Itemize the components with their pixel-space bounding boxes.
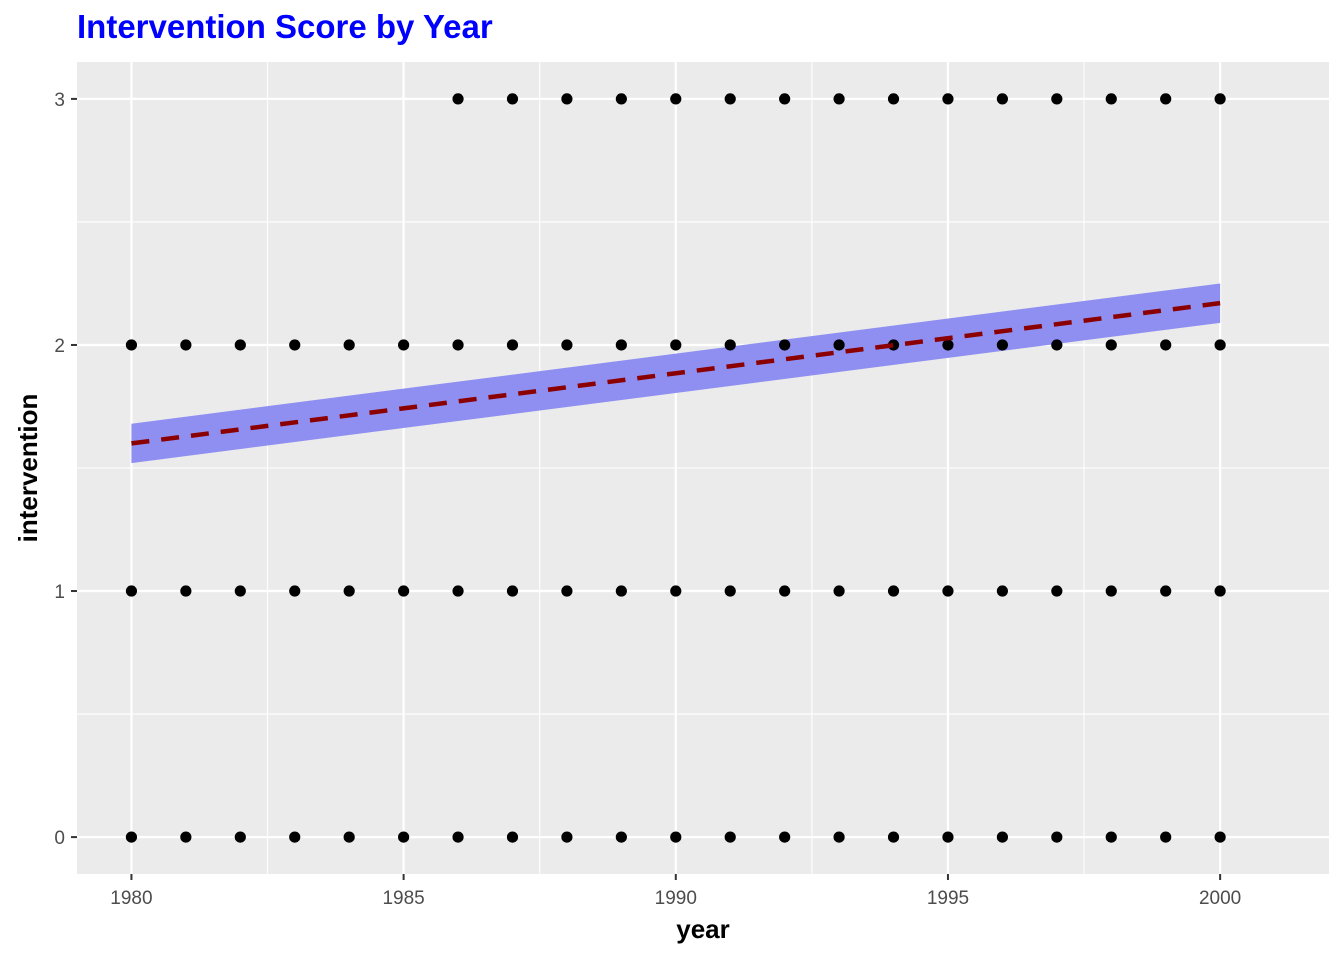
data-point bbox=[1105, 93, 1117, 105]
data-point bbox=[289, 831, 301, 843]
data-point bbox=[887, 585, 900, 597]
data-point bbox=[1160, 585, 1172, 597]
data-point bbox=[398, 831, 410, 843]
y-tick-label: 2 bbox=[54, 336, 65, 357]
data-point bbox=[942, 93, 954, 105]
data-point bbox=[234, 585, 246, 597]
data-point bbox=[833, 831, 845, 843]
data-point bbox=[724, 339, 736, 351]
data-point bbox=[1051, 831, 1063, 843]
data-point bbox=[670, 585, 682, 597]
data-point bbox=[398, 339, 410, 351]
data-point bbox=[125, 585, 138, 597]
data-point bbox=[724, 831, 736, 843]
data-point bbox=[180, 831, 192, 843]
data-point bbox=[1214, 585, 1226, 597]
data-point bbox=[343, 585, 355, 597]
data-point bbox=[506, 339, 519, 351]
chart-title: Intervention Score by Year bbox=[77, 8, 493, 45]
data-point bbox=[1051, 93, 1063, 105]
data-point bbox=[1051, 585, 1063, 597]
data-point bbox=[996, 585, 1008, 597]
data-point bbox=[615, 93, 627, 105]
data-point bbox=[180, 339, 192, 351]
data-point bbox=[942, 339, 954, 351]
data-point bbox=[615, 831, 627, 843]
data-point bbox=[289, 585, 301, 597]
data-point bbox=[779, 585, 791, 597]
data-point bbox=[996, 93, 1008, 105]
x-axis-title: year bbox=[676, 914, 730, 944]
data-point bbox=[724, 585, 736, 597]
x-tick-label: 1980 bbox=[110, 888, 152, 909]
data-point bbox=[887, 93, 900, 105]
x-tick-label: 2000 bbox=[1199, 888, 1241, 909]
data-point bbox=[125, 339, 138, 351]
y-tick-label: 1 bbox=[54, 582, 65, 603]
data-point bbox=[724, 93, 736, 105]
data-point bbox=[1214, 93, 1226, 105]
y-axis-title: intervention bbox=[13, 394, 43, 543]
data-point bbox=[1160, 93, 1172, 105]
data-point bbox=[996, 831, 1008, 843]
data-point bbox=[1105, 831, 1117, 843]
data-point bbox=[234, 831, 246, 843]
data-point bbox=[452, 93, 464, 105]
data-point bbox=[615, 585, 627, 597]
data-point bbox=[289, 339, 301, 351]
data-point bbox=[125, 831, 138, 843]
data-point bbox=[561, 585, 573, 597]
data-point bbox=[506, 831, 519, 843]
data-point bbox=[833, 339, 845, 351]
data-point bbox=[506, 585, 519, 597]
data-point bbox=[779, 93, 791, 105]
x-tick-label: 1985 bbox=[382, 888, 424, 909]
data-point bbox=[887, 831, 900, 843]
x-tick-label: 1995 bbox=[927, 888, 969, 909]
data-point bbox=[1051, 339, 1063, 351]
data-point bbox=[996, 339, 1008, 351]
data-point bbox=[180, 585, 192, 597]
data-point bbox=[561, 93, 573, 105]
y-tick-label: 3 bbox=[54, 90, 65, 111]
data-point bbox=[670, 339, 682, 351]
x-tick-label: 1990 bbox=[655, 888, 697, 909]
data-point bbox=[398, 585, 410, 597]
data-point bbox=[833, 585, 845, 597]
data-point bbox=[452, 831, 464, 843]
data-point bbox=[615, 339, 627, 351]
data-point bbox=[942, 831, 954, 843]
data-point bbox=[1160, 339, 1172, 351]
y-tick-label: 0 bbox=[54, 828, 65, 849]
data-point bbox=[833, 93, 845, 105]
data-point bbox=[779, 831, 791, 843]
data-point bbox=[1214, 339, 1226, 351]
data-point bbox=[343, 339, 355, 351]
data-point bbox=[452, 585, 464, 597]
data-point bbox=[234, 339, 246, 351]
trend-line bbox=[131, 300, 1221, 446]
data-point bbox=[1105, 585, 1117, 597]
data-point bbox=[942, 585, 954, 597]
data-point bbox=[670, 93, 682, 105]
data-point bbox=[561, 339, 573, 351]
data-point bbox=[561, 831, 573, 843]
data-point bbox=[343, 831, 355, 843]
data-point bbox=[452, 339, 464, 351]
data-point bbox=[1105, 339, 1117, 351]
data-point bbox=[506, 93, 519, 105]
data-point bbox=[779, 339, 791, 351]
data-point bbox=[1214, 831, 1226, 843]
data-point bbox=[670, 831, 682, 843]
data-point bbox=[1160, 831, 1172, 843]
